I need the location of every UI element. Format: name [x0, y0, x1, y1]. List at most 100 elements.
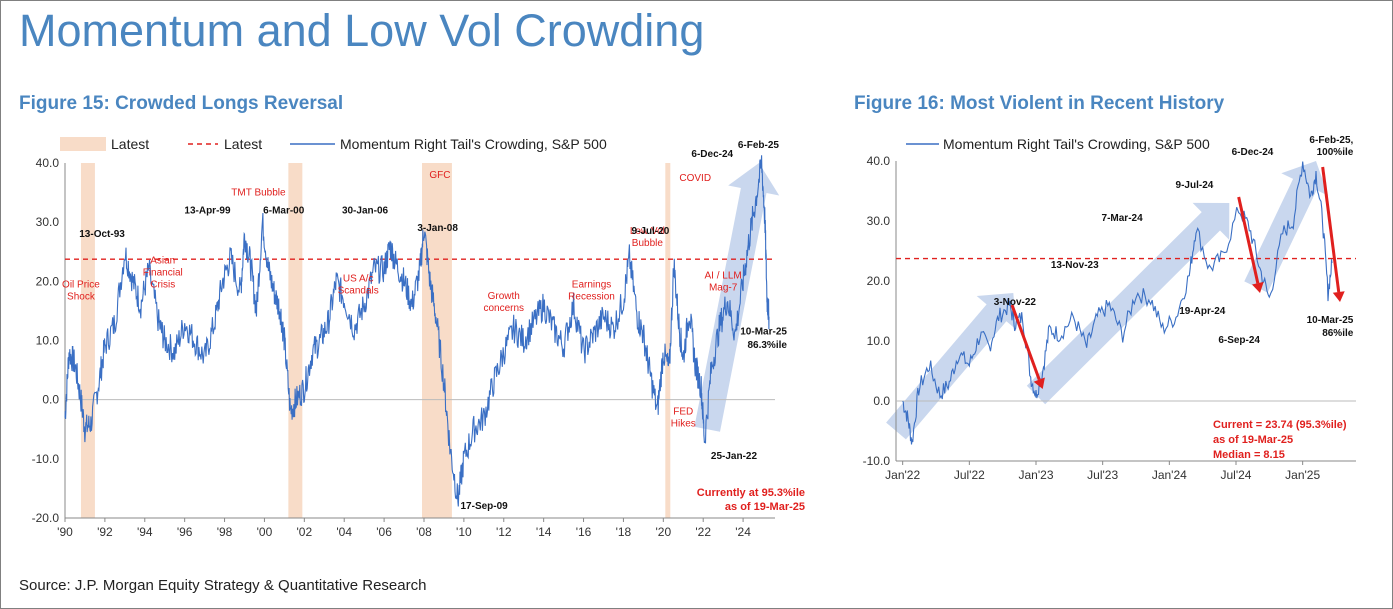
- figure-15-chart: -20.0 -10.0 0.0 10.0 20.0 30.0 40.0 '90 '92 '94 '9…: [32, 136, 805, 539]
- y-tick-label-0: -10.0: [863, 454, 891, 468]
- date-label-11: 86.3%ile: [747, 340, 787, 351]
- event-label-1: Asian: [150, 256, 175, 267]
- current-note-2: Median = 8.15: [1213, 449, 1285, 461]
- date-label-5: 13-Nov-23: [1051, 260, 1099, 271]
- figure-15-title: Figure 15: Crowded Longs Reversal: [19, 93, 344, 114]
- x-tick-label-9: '08: [416, 525, 432, 539]
- event-label-10: AI / LLM: [705, 270, 742, 281]
- x-tick-label-11: '12: [496, 525, 512, 539]
- y-tick-label-3: 10.0: [36, 334, 60, 348]
- event-label-2: TMT Bubble: [231, 188, 286, 199]
- date-label-9: 17-Sep-09: [461, 501, 509, 512]
- date-label-1: 13-Apr-99: [184, 205, 231, 216]
- drawdown-arrow-1-head: [1252, 281, 1264, 293]
- x-tick-label-6: '02: [297, 525, 313, 539]
- date-label-8: 6-Sep-24: [1218, 335, 1260, 346]
- date-label-3: 6-Feb-25,: [1309, 135, 1353, 146]
- current-note-0: Current = 23.74 (95.3%ile): [1213, 419, 1347, 431]
- latest-band-2: [421, 163, 452, 518]
- legend-band-swatch: [60, 137, 106, 151]
- x-tick-label-12: '14: [536, 525, 552, 539]
- source-note: Source: J.P. Morgan Equity Strategy & Qu…: [19, 577, 427, 594]
- latest-band-3: [665, 163, 671, 518]
- x-tick-label-15: '20: [655, 525, 671, 539]
- x-tick-label-1: '92: [97, 525, 113, 539]
- x-tick-label-4: Jan'24: [1152, 468, 1187, 482]
- x-tick-label-6: Jan'25: [1285, 468, 1320, 482]
- page-title: Momentum and Low Vol Crowding: [19, 5, 705, 56]
- latest-band-1: [288, 163, 303, 518]
- figure-16-chart: -10.0 0.0 10.0 20.0 30.0 40.0 Jan'22 Jul'22 Jan'…: [863, 135, 1356, 482]
- date-label-2: 6-Dec-24: [1232, 147, 1274, 158]
- x-tick-label-3: '96: [177, 525, 193, 539]
- x-tick-label-13: '16: [576, 525, 592, 539]
- event-label-6: Recession: [568, 291, 615, 302]
- date-label-6: 3-Nov-22: [994, 297, 1037, 308]
- x-tick-label-5: '00: [257, 525, 273, 539]
- y-tick-label-6: 40.0: [36, 156, 60, 170]
- drawdown-arrow-1: [1237, 196, 1260, 284]
- y-tick-label-1: 0.0: [873, 394, 890, 408]
- y-tick-label-2: 0.0: [42, 393, 59, 407]
- x-tick-label-2: Jan'23: [1019, 468, 1054, 482]
- drawdown-arrow-2: [1321, 166, 1341, 293]
- date-label-0: 13-Oct-93: [79, 229, 125, 240]
- y-tick-label-2: 10.0: [867, 334, 891, 348]
- y-tick-label-0: -20.0: [32, 511, 60, 525]
- y-tick-label-4: 20.0: [36, 274, 60, 288]
- event-label-3: Scandals: [338, 285, 379, 296]
- event-label-10: Mag-7: [709, 282, 738, 293]
- date-label-2: 6-Mar-00: [263, 205, 305, 216]
- date-label-5: 9-Jul-20: [632, 226, 670, 237]
- trend-arrow-2: [1244, 161, 1329, 293]
- x-tick-label-8: '06: [376, 525, 392, 539]
- x-tick-label-0: '90: [57, 525, 73, 539]
- y-tick-label-3: 20.0: [867, 274, 891, 288]
- date-label-10: 86%ile: [1322, 328, 1354, 339]
- date-label-3: 30-Jan-06: [342, 205, 389, 216]
- event-label-4: GFC: [429, 170, 450, 181]
- event-label-7: Low Vol: [630, 226, 665, 237]
- date-label-1: 7-Mar-24: [1102, 213, 1144, 224]
- x-tick-label-14: '18: [616, 525, 632, 539]
- x-tick-label-1: Jul'22: [954, 468, 985, 482]
- date-label-4: 3-Jan-08: [417, 223, 458, 234]
- x-tick-label-0: Jan'22: [885, 468, 920, 482]
- event-label-0: Oil Price: [62, 279, 100, 290]
- drawdown-arrow-0: [1010, 304, 1041, 381]
- drawdown-arrow-0-head: [1033, 377, 1045, 389]
- current-note-1: as of 19-Mar-25: [1213, 434, 1293, 446]
- event-label-5: Growth: [488, 291, 520, 302]
- legend-label-series: Momentum Right Tail's Crowding, S&P 500: [340, 136, 607, 152]
- drawdown-arrow-2-head: [1332, 291, 1345, 302]
- trend-arrow-0: [886, 293, 1017, 440]
- trend-arrow-1: [1026, 202, 1230, 405]
- event-label-9: FED: [673, 406, 693, 417]
- date-label-6: 6-Dec-24: [691, 149, 733, 160]
- y-tick-label-1: -10.0: [32, 452, 60, 466]
- event-label-0: Shock: [67, 291, 96, 302]
- event-label-5: concerns: [483, 303, 524, 314]
- event-label-3: US A/c: [343, 273, 374, 284]
- current-note-0: Currently at 95.3%ile: [697, 487, 805, 499]
- series-line: [902, 161, 1333, 445]
- date-label-4: 100%ile: [1317, 147, 1354, 158]
- y-tick-label-5: 40.0: [867, 154, 891, 168]
- legend-label-band: Latest: [111, 136, 149, 152]
- trend-arrow: [694, 163, 780, 432]
- event-label-1: Financial: [143, 268, 183, 279]
- x-tick-label-16: '22: [695, 525, 711, 539]
- current-note-1: as of 19-Mar-25: [725, 501, 805, 513]
- x-tick-label-17: '24: [735, 525, 751, 539]
- date-label-9: 10-Mar-25: [1307, 315, 1354, 326]
- legend-label-series: Momentum Right Tail's Crowding, S&P 500: [943, 136, 1210, 152]
- x-tick-label-3: Jul'23: [1087, 468, 1118, 482]
- event-label-1: Crisis: [150, 280, 175, 291]
- x-tick-label-7: '04: [336, 525, 352, 539]
- x-tick-label-4: '98: [217, 525, 233, 539]
- series-line: [64, 155, 770, 507]
- date-label-0: 9-Jul-24: [1176, 180, 1214, 191]
- figure-16-title: Figure 16: Most Violent in Recent Histor…: [854, 93, 1225, 114]
- event-label-9: Hikes: [671, 418, 696, 429]
